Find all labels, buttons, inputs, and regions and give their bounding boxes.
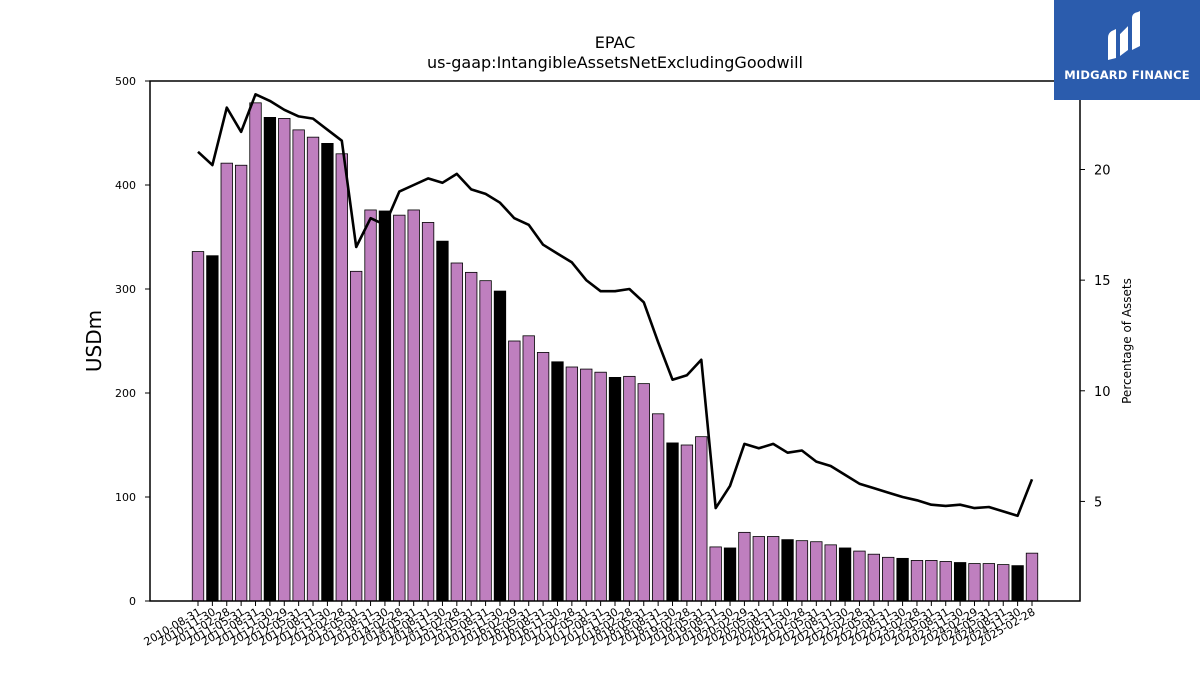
bar-2024-05-31	[982, 563, 996, 602]
bar-2020-02-29	[738, 531, 751, 602]
logo-mark-icon	[1108, 11, 1140, 60]
bar-2010-08-31	[191, 251, 205, 602]
y2-tick-label: 20	[1094, 164, 1111, 179]
bar-2016-11-30	[551, 361, 564, 602]
bar-2023-05-31	[925, 560, 938, 602]
bar-2023-08-31	[939, 561, 952, 602]
bar-2017-11-30	[608, 376, 622, 602]
bar-2015-08-31	[479, 280, 492, 602]
y-axis-ticks: 0 100 200 300 400 500	[115, 75, 150, 608]
bar-2015-05-31	[465, 271, 478, 602]
bar-2011-05-31	[234, 164, 248, 602]
bar-2012-05-31	[292, 129, 305, 602]
bar-2011-08-31	[249, 102, 262, 602]
bar-2012-08-31	[306, 136, 320, 602]
bar-2012-11-30	[321, 142, 334, 602]
y2-tick-label: 10	[1094, 385, 1111, 400]
bar-2014-02-28	[393, 214, 406, 602]
bar-2012-02-29	[278, 118, 291, 602]
y-tick-label: 200	[115, 387, 136, 400]
bar-2015-02-28	[450, 262, 463, 602]
brand-name: MIDGARD FINANCE	[1064, 68, 1190, 82]
bar-2020-05-31	[752, 536, 765, 602]
bar-2015-11-30	[493, 290, 507, 602]
percentage-line	[197, 93, 1034, 518]
bar-2011-02-28	[220, 162, 233, 602]
y2-axis-label: Percentage of Assets	[1120, 278, 1134, 404]
x-axis-ticks: 2010-08-312010-11-302011-02-282011-05-31…	[142, 601, 1038, 649]
bar-2019-05-31	[695, 436, 708, 602]
bar-2017-08-31	[594, 371, 607, 602]
bar-2021-05-31	[810, 541, 823, 602]
bar-2014-08-31	[421, 222, 435, 602]
bar-2025-02-28	[1025, 552, 1039, 602]
chart-subtitle: us-gaap:IntangibleAssetsNetExcludingGood…	[427, 53, 803, 72]
bar-2016-08-31	[536, 352, 550, 602]
y-tick-label: 500	[115, 75, 136, 88]
bar-2018-11-30	[666, 442, 679, 602]
bar-2013-02-28	[335, 153, 348, 602]
y2-tick-label: 5	[1094, 495, 1102, 510]
bar-2016-05-31	[522, 335, 535, 602]
y-tick-label: 300	[115, 283, 136, 296]
y-tick-label: 100	[115, 491, 136, 504]
brand-logo: MIDGARD FINANCE	[1054, 0, 1200, 100]
bar-2013-11-30	[378, 210, 392, 602]
bar-2023-11-30	[953, 562, 967, 602]
bar-2017-02-28	[565, 366, 579, 602]
bar-2019-11-30	[723, 547, 737, 602]
bar-2019-02-28	[680, 444, 694, 602]
bar-2019-08-31	[709, 546, 722, 602]
line-group	[197, 93, 1034, 518]
bar-2010-11-30	[206, 255, 219, 602]
bar-2021-08-31	[824, 544, 837, 602]
bar-2022-05-31	[867, 553, 880, 602]
y2-axis-ticks: 5 10 15 20	[1080, 164, 1111, 510]
bar-2022-02-28	[853, 550, 866, 602]
bar-2023-02-28	[910, 560, 924, 602]
bars-group	[191, 102, 1039, 602]
y-axis-label: USDm	[82, 310, 106, 372]
bar-2013-05-31	[350, 270, 363, 602]
y-tick-label: 400	[115, 179, 136, 192]
bar-2013-08-31	[364, 209, 377, 602]
bar-2020-08-31	[767, 536, 780, 602]
bar-2014-11-30	[436, 240, 449, 602]
bar-2021-11-30	[838, 547, 852, 602]
bar-2011-11-30	[263, 117, 277, 602]
bar-2024-02-29	[968, 563, 981, 602]
bar-2018-08-31	[651, 413, 665, 602]
chart-title: EPAC	[595, 33, 636, 52]
bar-2018-02-28	[623, 375, 636, 602]
bar-2024-11-30	[1011, 565, 1024, 602]
bar-2014-05-31	[407, 209, 420, 602]
bar-2021-02-28	[795, 540, 809, 602]
bar-2022-08-31	[882, 556, 895, 602]
bar-2017-05-31	[580, 368, 593, 602]
bar-2020-11-30	[781, 539, 794, 602]
y2-tick-label: 15	[1094, 274, 1111, 289]
bar-2024-08-31	[997, 564, 1010, 602]
bar-2022-11-30	[896, 557, 909, 602]
bar-2016-02-29	[508, 340, 521, 602]
bar-2018-05-31	[637, 383, 650, 602]
y-tick-label: 0	[129, 595, 136, 608]
